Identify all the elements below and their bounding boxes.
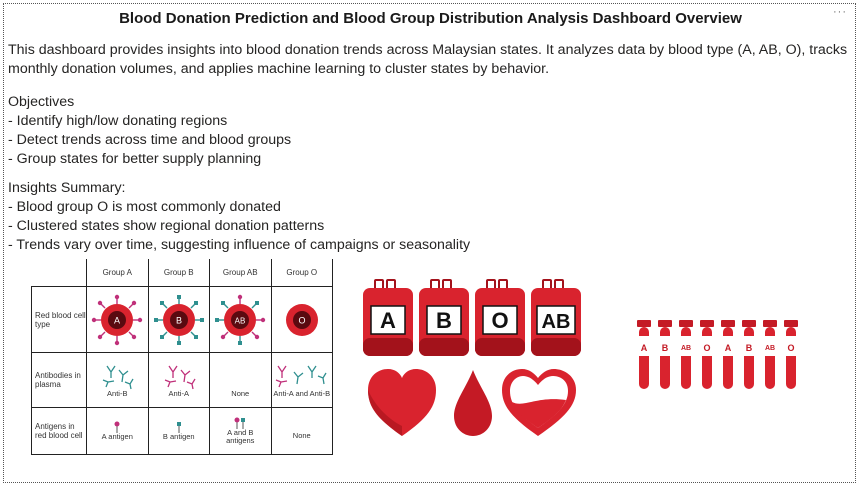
antibody-cell-b: Anti-A bbox=[147, 352, 210, 408]
antibody-cell-o: Anti-A and Anti-B bbox=[270, 352, 333, 408]
tube-label: O bbox=[703, 343, 710, 353]
antigen-label: None bbox=[292, 431, 311, 440]
heart-icon bbox=[368, 369, 436, 436]
test-tube-icon: O bbox=[700, 320, 714, 389]
test-tube-icon: A bbox=[721, 320, 735, 389]
insights-section: Insights Summary: - Blood group O is mos… bbox=[8, 179, 470, 255]
tube-label: A bbox=[725, 343, 732, 353]
antigen-pin-icon bbox=[176, 422, 181, 433]
red-cell-a: A bbox=[86, 286, 149, 353]
antibody-label: Anti-B bbox=[107, 389, 128, 398]
tube-label: A bbox=[641, 343, 648, 353]
red-cell-ab-icon: AB bbox=[215, 294, 266, 345]
antigen-cell-ab: A and B antigens bbox=[209, 407, 272, 455]
objectives-heading: Objectives bbox=[8, 94, 75, 110]
row-header: Red blood cell type bbox=[31, 286, 87, 353]
column-header: Group O bbox=[270, 259, 333, 287]
blood-bag-icon: AB bbox=[531, 279, 581, 356]
antigen-label: A and B antigens bbox=[226, 428, 255, 445]
blood-bag-icon: B bbox=[419, 279, 469, 356]
row-header: Antibodies in plasma bbox=[31, 352, 87, 408]
antigen-label: B antigen bbox=[162, 432, 195, 441]
column-header: Group AB bbox=[209, 259, 272, 287]
tube-label: B bbox=[662, 343, 669, 353]
dashboard-panel: ··· Blood Donation Prediction and Blood … bbox=[3, 3, 856, 483]
test-tube-icon: B bbox=[742, 320, 756, 389]
column-header: Group A bbox=[86, 259, 149, 287]
insights-heading: Insights Summary: bbox=[8, 180, 126, 196]
red-cell-o: O bbox=[270, 286, 333, 353]
list-item: - Trends vary over time, suggesting infl… bbox=[8, 237, 471, 253]
cell-letter: B bbox=[176, 315, 182, 325]
antibody-label: Anti-A bbox=[168, 389, 189, 398]
antigen-pin-icon bbox=[234, 417, 246, 429]
bag-letter: B bbox=[436, 308, 452, 333]
test-tube-icon: AB bbox=[763, 320, 777, 389]
antibody-label: None bbox=[231, 389, 250, 398]
objectives-section: Objectives - Identify high/low donating … bbox=[8, 93, 291, 169]
antibody-y-icon bbox=[164, 365, 196, 390]
test-tubes-image: A B AB O A B AB O bbox=[637, 320, 798, 389]
tube-label: AB bbox=[765, 345, 775, 352]
antigen-label: A antigen bbox=[101, 432, 133, 441]
red-cell-b-icon: B bbox=[153, 294, 204, 345]
red-cell-a-icon: A bbox=[92, 294, 143, 345]
antibody-cell-a: Anti-B bbox=[86, 352, 149, 408]
list-item: - Detect trends across time and blood gr… bbox=[8, 132, 292, 148]
more-options-icon[interactable]: ··· bbox=[833, 6, 847, 18]
red-cell-ab: AB bbox=[209, 286, 272, 353]
cell-letter: O bbox=[298, 315, 305, 325]
bag-letter: A bbox=[380, 308, 396, 333]
test-tube-icon: O bbox=[784, 320, 798, 389]
antigen-cell-b: B antigen bbox=[147, 407, 210, 455]
list-item: - Group states for better supply plannin… bbox=[8, 151, 262, 167]
page-title: Blood Donation Prediction and Blood Grou… bbox=[119, 10, 742, 27]
bag-letter: O bbox=[491, 308, 508, 333]
antibody-cell-ab: None bbox=[209, 352, 272, 408]
tube-label: B bbox=[746, 343, 753, 353]
antibody-label: Anti-A and Anti-B bbox=[273, 389, 331, 398]
blood-bags-image: A B O AB bbox=[363, 279, 581, 356]
blood-group-table-image: Group A Group B Group AB Group O Red blo… bbox=[31, 259, 333, 455]
tube-label: AB bbox=[681, 345, 691, 352]
antigen-pin-icon bbox=[114, 421, 120, 433]
cell-letter: AB bbox=[235, 316, 246, 325]
antibody-y-icon bbox=[275, 365, 327, 388]
tube-label: O bbox=[787, 343, 794, 353]
test-tube-icon: A bbox=[637, 320, 651, 389]
blood-bag-icon: O bbox=[475, 279, 525, 356]
blood-bag-icon: A bbox=[363, 279, 413, 356]
blood-drop-icon bbox=[454, 370, 492, 436]
list-item: - Clustered states show regional donatio… bbox=[8, 218, 325, 234]
list-item: - Identify high/low donating regions bbox=[8, 113, 228, 129]
column-header: Group B bbox=[147, 259, 210, 287]
antigen-cell-a: A antigen bbox=[86, 407, 149, 455]
hearts-image bbox=[368, 369, 576, 436]
list-item: - Blood group O is most commonly donated bbox=[8, 199, 281, 215]
test-tube-icon: B bbox=[658, 320, 672, 389]
red-cell-o-icon: O bbox=[285, 303, 318, 336]
row-header: Antigens in red blood cell bbox=[31, 407, 87, 455]
test-tube-icon: AB bbox=[679, 320, 693, 389]
antibody-y-icon bbox=[103, 365, 134, 390]
antigen-cell-o: None bbox=[270, 407, 333, 455]
description-text: This dashboard provides insights into bl… bbox=[8, 42, 848, 77]
cell-letter: A bbox=[114, 315, 120, 325]
bag-letter: AB bbox=[542, 311, 571, 333]
red-cell-b: B bbox=[147, 286, 210, 353]
